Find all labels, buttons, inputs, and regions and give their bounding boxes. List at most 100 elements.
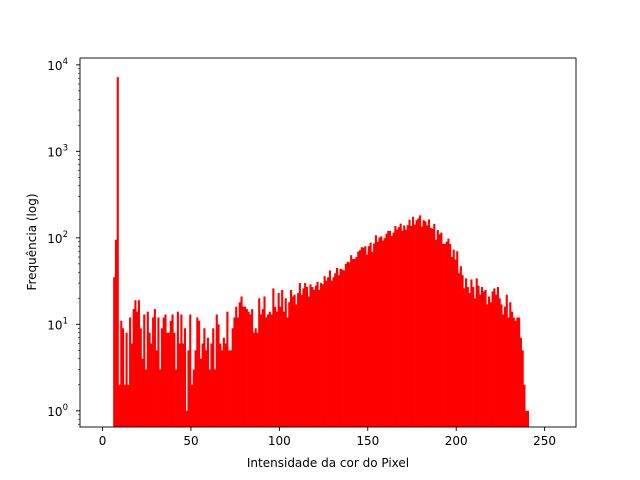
histogram-bar (514, 320, 517, 427)
histogram-bar (190, 384, 194, 427)
histogram-bar (406, 225, 409, 427)
histogram-bar (137, 300, 141, 427)
histogram-bar (311, 287, 314, 427)
histogram-bar (286, 317, 289, 427)
histogram-bar (231, 328, 234, 427)
histogram-bar (148, 332, 151, 427)
histogram-bar (221, 350, 224, 427)
histogram-bar (371, 251, 374, 427)
histogram-bar (314, 285, 317, 427)
histogram-bar (210, 343, 213, 427)
histogram-bar (480, 287, 484, 427)
histogram-bar (114, 239, 118, 427)
histogram-bar (153, 309, 156, 427)
histogram-bar (334, 273, 337, 427)
histogram-bar (187, 350, 190, 427)
histogram-bar (461, 275, 464, 427)
histogram-bar (173, 332, 176, 427)
histogram-bar (482, 291, 485, 427)
histogram-bar (263, 296, 266, 427)
histogram-bar (129, 317, 132, 427)
histogram-bar (404, 229, 408, 427)
histogram-bar (348, 262, 351, 427)
histogram-bar (217, 324, 220, 427)
histogram-bar (475, 278, 478, 427)
histogram-bar (417, 218, 420, 427)
histogram-bar (332, 277, 335, 427)
histogram-bar (240, 296, 243, 427)
histogram-bar (206, 337, 209, 427)
histogram-bar (447, 238, 450, 427)
histogram-bar (144, 369, 148, 427)
histogram-bar (302, 288, 305, 427)
x-tick-label: 0 (99, 434, 107, 448)
histogram-bar (442, 243, 445, 427)
histogram-bar (489, 302, 492, 427)
histogram-bar (169, 320, 172, 427)
histogram-bar (426, 225, 429, 427)
histogram-bar (392, 232, 395, 427)
histogram-bar (123, 384, 126, 427)
histogram-bar (339, 268, 342, 427)
histogram-bar (189, 314, 192, 427)
histogram-bar (167, 332, 171, 427)
histogram-bar (468, 293, 471, 427)
histogram-bar (396, 229, 399, 427)
histogram-bar (434, 239, 438, 427)
histogram-bar (125, 332, 128, 427)
histogram-bar (401, 230, 404, 427)
histogram-bar (399, 223, 402, 427)
histogram-bar (350, 255, 353, 427)
histogram-bar (316, 281, 319, 427)
histogram-bar (484, 289, 487, 427)
histogram-bar (254, 328, 257, 427)
histogram-bar (134, 300, 137, 427)
histogram-bar (196, 317, 199, 427)
histogram-bar (270, 314, 273, 427)
histogram-bar (265, 317, 268, 427)
histogram-bar (182, 343, 185, 427)
histogram-bar (242, 306, 245, 427)
histogram-bar (440, 232, 443, 427)
histogram-bar (466, 287, 469, 427)
histogram-bar (450, 257, 454, 427)
histogram-bar (185, 410, 188, 427)
histogram-bar (309, 284, 312, 427)
histogram-bar (389, 230, 392, 427)
histogram-bar (358, 250, 362, 427)
histogram-bar (500, 304, 503, 427)
histogram-bar (166, 332, 169, 427)
histogram-bar (353, 258, 356, 427)
histogram-bar (198, 320, 201, 427)
histogram-bar (436, 230, 439, 427)
histogram-bar (394, 226, 397, 427)
histogram-bar (367, 246, 370, 427)
histogram-bar (284, 298, 287, 427)
histogram-bar (486, 304, 489, 427)
histogram-bar (366, 254, 369, 427)
histogram-bar (351, 258, 354, 427)
histogram-bar (155, 350, 158, 427)
histogram-bar (343, 270, 346, 427)
histogram-bar (139, 328, 142, 427)
histogram-bar (304, 283, 307, 427)
histogram-bar (122, 328, 125, 427)
histogram-bar (330, 280, 333, 427)
histogram-bar (420, 226, 423, 427)
histogram-bar (410, 226, 413, 427)
histogram-bar (408, 219, 411, 427)
histogram-bar (502, 314, 505, 427)
histogram-bar (496, 287, 499, 427)
histogram-bar (213, 369, 217, 427)
histogram-bar (503, 306, 507, 427)
histogram-bar (238, 302, 241, 427)
histogram-bar (465, 278, 468, 427)
histogram-bar (318, 289, 321, 427)
histogram-bar (226, 311, 229, 427)
histogram-bar (162, 317, 165, 427)
histogram-bar (132, 309, 135, 427)
histogram-bar (479, 294, 482, 427)
histogram-bar (277, 293, 280, 427)
histogram-bar (251, 309, 254, 427)
